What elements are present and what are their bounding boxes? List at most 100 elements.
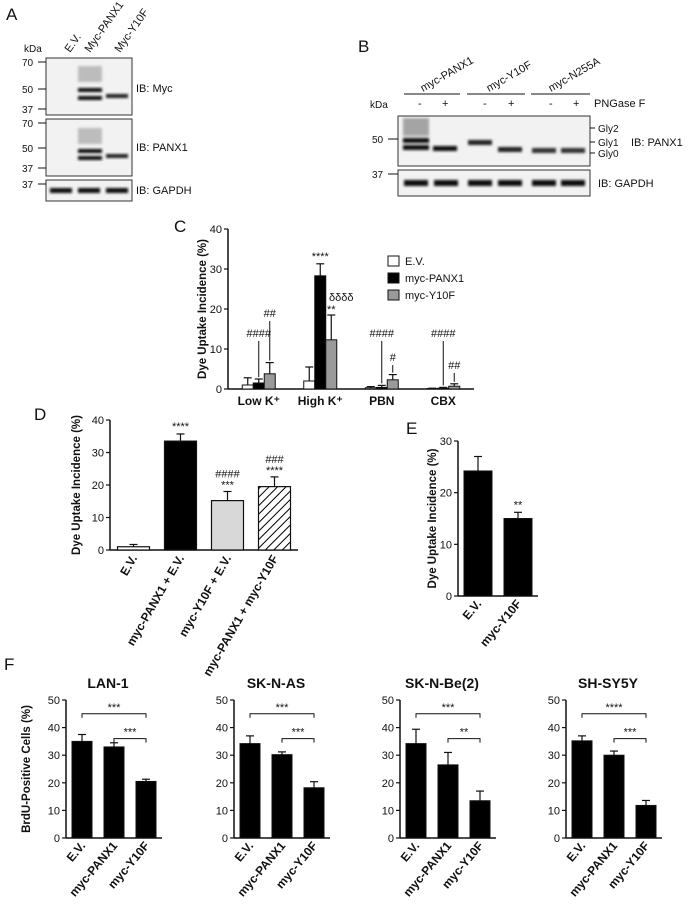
significance-label: *** bbox=[124, 727, 138, 739]
y-tick-label: 50 bbox=[382, 695, 394, 707]
bar bbox=[386, 379, 399, 390]
y-tick-label: 20 bbox=[48, 778, 60, 790]
significance-bracket bbox=[249, 713, 315, 718]
bar bbox=[241, 384, 254, 390]
blot-b-panx1 bbox=[397, 115, 591, 167]
y-tick-label: 30 bbox=[382, 750, 394, 762]
y-tick-label: 40 bbox=[382, 723, 394, 735]
y-tick-label: 20 bbox=[210, 304, 222, 316]
blot-a-gapdh-label: IB: GAPDH bbox=[136, 185, 192, 197]
y-tick-label: 20 bbox=[548, 778, 560, 790]
bar bbox=[469, 800, 491, 839]
bar bbox=[103, 746, 125, 839]
x-tick-label: E.V. bbox=[232, 839, 257, 865]
significance-label: *** bbox=[292, 727, 306, 739]
chart-title: SK-N-AS bbox=[247, 675, 305, 691]
panel-a: A kDa E.V. Myc-PANX1 Myc-Y10F 70 50 37 I… bbox=[6, 0, 192, 202]
pngase-sign-4: + bbox=[508, 98, 514, 110]
blot-a-myc-marker-70: 70 bbox=[22, 58, 34, 69]
bar bbox=[252, 382, 265, 390]
y-tick-label: 30 bbox=[210, 264, 222, 276]
y-tick-label: 0 bbox=[388, 833, 394, 845]
panel-c-label: C bbox=[174, 217, 186, 236]
annotation: #### bbox=[370, 328, 395, 340]
x-tick-label: E.V. bbox=[117, 553, 140, 579]
annotation: *** bbox=[221, 480, 235, 492]
bar bbox=[503, 518, 533, 597]
y-tick-label: 10 bbox=[216, 805, 228, 817]
annotation: **** bbox=[172, 421, 190, 433]
y-axis-label: BrdU-Positive Cells (%) bbox=[21, 705, 33, 833]
significance-label: *** bbox=[624, 727, 638, 739]
annotation: ## bbox=[448, 360, 461, 372]
panel-b-group-panx1: myc-PANX1 bbox=[419, 55, 476, 95]
annotation: δδδδ bbox=[329, 292, 354, 304]
blot-b-marker-37: 37 bbox=[372, 170, 384, 181]
y-tick-label: 50 bbox=[216, 695, 228, 707]
bar bbox=[239, 743, 261, 839]
pngase-sign-6: + bbox=[573, 98, 579, 110]
y-axis-label: Dye Uptake Incidence (%) bbox=[197, 239, 209, 379]
panel-b: B myc-PANX1 myc-Y10F myc-N255A kDa - + -… bbox=[358, 37, 683, 197]
significance-bracket bbox=[281, 738, 315, 743]
blot-a-gapdh bbox=[45, 179, 133, 202]
y-tick-label: 30 bbox=[440, 436, 452, 448]
y-tick-label: 10 bbox=[382, 805, 394, 817]
x-tick-label: E.V. bbox=[564, 839, 589, 865]
y-tick-label: 50 bbox=[548, 695, 560, 707]
y-tick-label: 0 bbox=[98, 545, 104, 557]
bar bbox=[375, 386, 388, 390]
blot-a-myc-marker-50: 50 bbox=[22, 85, 34, 96]
blot-a-myc-label: IB: Myc bbox=[136, 83, 173, 95]
y-tick-label: 0 bbox=[446, 591, 452, 603]
legend-swatch bbox=[387, 272, 400, 284]
significance-bracket bbox=[113, 738, 147, 743]
significance-bracket bbox=[447, 738, 481, 743]
x-tick-label: E.V. bbox=[64, 839, 89, 865]
annotation: ### bbox=[265, 454, 284, 466]
legend-label: myc-PANX1 bbox=[405, 273, 464, 285]
bar bbox=[314, 275, 327, 390]
panel-a-lane-ev: E.V. bbox=[63, 32, 84, 55]
band-gly2: Gly2 bbox=[598, 124, 619, 135]
significance-bracket bbox=[415, 713, 481, 718]
annotation: ** bbox=[514, 499, 523, 511]
y-tick-label: 0 bbox=[222, 833, 228, 845]
y-tick-label: 40 bbox=[92, 415, 104, 427]
chart-f-snbe2: 01020304050SK-N-Be(2)E.V.myc-PANX1myc-Y1… bbox=[382, 675, 496, 899]
annotation: #### bbox=[215, 469, 240, 481]
panel-b-label: B bbox=[358, 37, 369, 56]
y-tick-label: 30 bbox=[92, 448, 104, 460]
panel-d-label: D bbox=[34, 405, 46, 424]
band-gly0: Gly0 bbox=[598, 149, 619, 160]
bar bbox=[364, 387, 377, 390]
band-gly1: Gly1 bbox=[598, 138, 619, 149]
x-tick-label: myc-Y10F bbox=[477, 597, 524, 649]
legend-label: myc-Y10F bbox=[405, 290, 455, 302]
annotation: **** bbox=[266, 465, 284, 477]
x-tick-label: PBN bbox=[369, 394, 394, 408]
annotation: ** bbox=[327, 304, 336, 316]
bar bbox=[603, 754, 625, 839]
pngase-label: PNGase F bbox=[594, 98, 646, 110]
chart-f-sknas: 01020304050SK-N-ASE.V.myc-PANX1myc-Y10F*… bbox=[216, 675, 330, 899]
blot-a-myc-marker-37: 37 bbox=[22, 105, 34, 116]
bar bbox=[325, 339, 338, 390]
panel-a-label: A bbox=[6, 5, 18, 24]
x-tick-label: E.V. bbox=[398, 839, 423, 865]
legend-swatch bbox=[387, 255, 400, 267]
legend-swatch bbox=[387, 289, 400, 301]
y-tick-label: 30 bbox=[548, 750, 560, 762]
blot-b-panx1-label: IB: PANX1 bbox=[631, 137, 683, 149]
bar bbox=[135, 780, 157, 839]
y-tick-label: 10 bbox=[210, 344, 222, 356]
bar bbox=[303, 380, 316, 390]
annotation: # bbox=[390, 352, 397, 364]
y-axis-label: Dye Uptake Incidence (%) bbox=[71, 415, 83, 555]
bar bbox=[463, 470, 493, 597]
panel-f-label: F bbox=[4, 655, 14, 674]
pngase-sign-3: - bbox=[483, 98, 487, 110]
x-tick-label: High K⁺ bbox=[298, 394, 343, 408]
pngase-sign-5: - bbox=[549, 98, 553, 110]
